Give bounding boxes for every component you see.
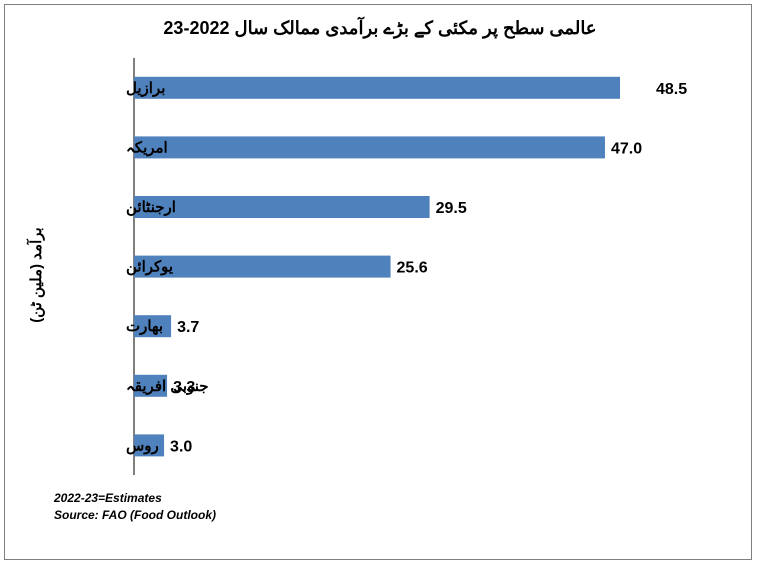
category-label-6: جنوبی افریقہ xyxy=(126,378,209,395)
chart-frame xyxy=(4,4,752,560)
chart-title: عالمی سطح پر مکئی کے بڑے برآمدی ممالک سا… xyxy=(163,18,597,38)
value-label-7: 3.0 xyxy=(170,438,192,455)
estimates-note: 2022-23=Estimates xyxy=(54,491,162,505)
bar-1 xyxy=(134,76,620,99)
value-label-4: 25.6 xyxy=(397,260,428,277)
category-label-7: روس xyxy=(126,437,159,454)
bar-4 xyxy=(134,255,391,278)
value-label-1: 48.5 xyxy=(656,81,687,98)
bar-7 xyxy=(134,434,165,457)
category-label-3: ارجنٹائن xyxy=(126,199,176,216)
category-label-2: امریکہ xyxy=(126,139,168,156)
chart-notes: 2022-23=Estimates Source: FAO (Food Outl… xyxy=(54,490,216,524)
value-label-6: 3.3 xyxy=(173,379,195,396)
category-label-1: برازیل xyxy=(126,80,165,97)
category-label-4: یوکرائن xyxy=(126,259,173,276)
bar-5 xyxy=(134,315,172,338)
category-label-5: بھارت xyxy=(126,318,163,335)
value-label-3: 29.5 xyxy=(436,200,467,217)
bar-6 xyxy=(134,374,168,397)
bar-3 xyxy=(134,196,430,218)
source-note: Source: FAO (Food Outlook) xyxy=(54,508,216,522)
value-label-2: 47.0 xyxy=(611,140,642,157)
bar-2 xyxy=(134,136,605,159)
value-label-5: 3.7 xyxy=(177,319,199,336)
